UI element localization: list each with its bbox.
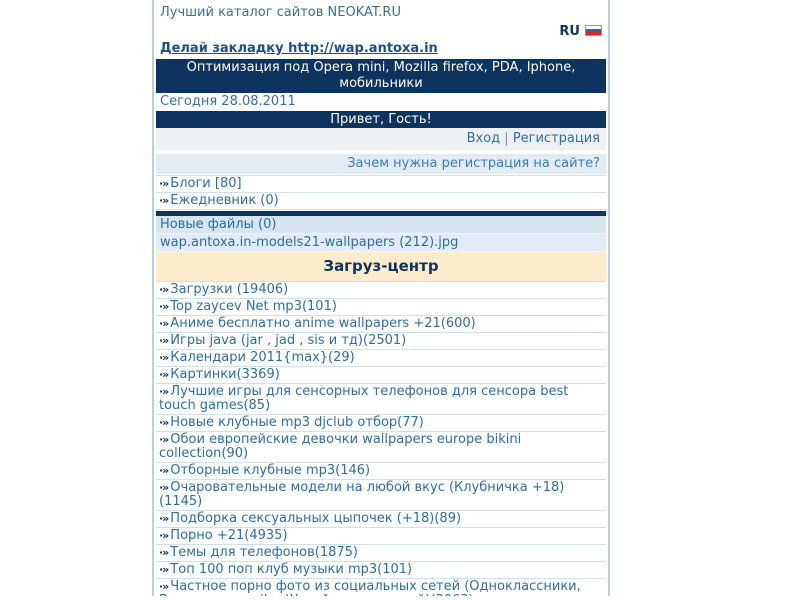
auth-separator: | [500,131,513,146]
category-row[interactable]: ·» Загрузки (19406) [156,282,606,299]
category-row[interactable]: ·» Аниме бесплатно anime wallpapers +21(6… [156,316,606,333]
arrow-bullet-icon: ·» [159,351,169,364]
arrow-bullet-icon: ·» [159,546,169,559]
category-row[interactable]: ·» Очаровательные модели на любой вкус (К… [156,480,606,511]
category-row[interactable]: ·» Порно +21(4935) [156,528,606,545]
category-link[interactable]: Очаровательные модели на любой вкус (Клу… [159,480,565,509]
arrow-bullet-icon: ·» [159,481,169,494]
download-categories-list: ·» Загрузки (19406) ·» Top zaycev Net mp3(… [156,281,606,596]
category-row[interactable]: ·» Обои европейские девочки wallpapers eu… [156,432,606,463]
arrow-bullet-icon: ·» [159,317,169,330]
auth-row: Вход | Регистрация [156,128,606,150]
site-container: Лучший каталог сайтов NEOKAT.RU RU Делай… [152,0,610,596]
category-row[interactable]: ·» Темы для телефонов(1875) [156,545,606,562]
why-register-link[interactable]: Зачем нужна регистрация на сайте? [156,154,606,174]
category-row[interactable]: ·» Отборные клубные mp3(146) [156,463,606,480]
new-files-header[interactable]: Новые файлы (0) [156,216,606,234]
list-item[interactable]: ·» Блоги [80] [156,176,606,193]
register-link[interactable]: Регистрация [512,131,600,146]
arrow-bullet-icon: ·» [159,563,169,576]
arrow-bullet-icon: ·» [159,300,169,313]
category-row[interactable]: ·» Календари 2011{max}(29) [156,350,606,367]
category-link[interactable]: Игры java (jar , jad , sis и тд)(2501) [170,333,407,348]
category-link[interactable]: Лучшие игры для сенсорных телефонов для … [159,384,569,413]
category-row[interactable]: ·» Топ 100 поп клуб музыки mp3(101) [156,562,606,579]
greeting-banner: Привет, Гость! [156,111,606,128]
russia-flag-icon[interactable] [585,25,602,36]
arrow-bullet-icon: ·» [159,194,169,207]
list-item-link[interactable]: Блоги [80] [170,176,242,191]
arrow-bullet-icon: ·» [159,464,169,477]
bookmark-row: Делай закладку http://wap.antoxa.in [156,40,606,59]
arrow-bullet-icon: ·» [159,283,169,296]
category-link[interactable]: Top zaycev Net mp3(101) [170,299,337,314]
optimization-banner: Оптимизация под Opera mini, Mozilla fire… [156,59,606,93]
category-row[interactable]: ·» Top zaycev Net mp3(101) [156,299,606,316]
arrow-bullet-icon: ·» [159,433,169,446]
download-center-title: Загруз-центр [156,252,606,281]
page-title: Лучший каталог сайтов NEOKAT.RU [160,5,401,20]
list-item[interactable]: ·» Ежедневник (0) [156,193,606,210]
section-divider-bar [156,211,606,216]
category-link[interactable]: Отборные клубные mp3(146) [170,463,371,478]
category-link[interactable]: Загрузки (19406) [170,282,289,297]
arrow-bullet-icon: ·» [159,177,169,190]
category-link[interactable]: Порно +21(4935) [170,528,288,543]
category-link[interactable]: Подборка сексуальных цыпочек (+18)(89) [170,511,462,526]
bookmark-link[interactable]: Делай закладку http://wap.antoxa.in [160,41,438,56]
category-link[interactable]: Частное порно фото из социальных сетей (… [159,579,581,597]
user-links-list: ·» Блоги [80] ·» Ежедневник (0) [156,175,606,210]
category-row[interactable]: ·» Новые клубные mp3 djclub отбор(77) [156,415,606,432]
category-link[interactable]: Обои европейские девочки wallpapers euro… [159,432,522,461]
arrow-bullet-icon: ·» [159,580,169,593]
language-row: RU [156,23,606,40]
category-row[interactable]: ·» Игры java (jar , jad , sis и тд)(2501) [156,333,606,350]
arrow-bullet-icon: ·» [159,334,169,347]
category-link[interactable]: Аниме бесплатно anime wallpapers +21(600… [170,316,476,331]
arrow-bullet-icon: ·» [159,416,169,429]
category-row[interactable]: ·» Лучшие игры для сенсорных телефонов дл… [156,384,606,415]
new-file-item[interactable]: wap.antoxa.in-models21-wallpapers (212).… [156,234,606,252]
category-row[interactable]: ·» Частное порно фото из социальных сетей… [156,579,606,597]
arrow-bullet-icon: ·» [159,385,169,398]
category-link[interactable]: Топ 100 поп клуб музыки mp3(101) [170,562,413,577]
category-link[interactable]: Новые клубные mp3 djclub отбор(77) [170,415,424,430]
language-label[interactable]: RU [559,24,580,39]
category-link[interactable]: Календари 2011{max}(29) [170,350,355,365]
date-text: Сегодня 28.08.2011 [160,94,296,109]
arrow-bullet-icon: ·» [159,512,169,525]
category-link[interactable]: Темы для телефонов(1875) [170,545,358,560]
category-link[interactable]: Картинки(3369) [170,367,280,382]
arrow-bullet-icon: ·» [159,529,169,542]
category-row[interactable]: ·» Подборка сексуальных цыпочек (+18)(89) [156,511,606,528]
category-row[interactable]: ·» Картинки(3369) [156,367,606,384]
list-item-link[interactable]: Ежедневник (0) [170,193,279,208]
arrow-bullet-icon: ·» [159,368,169,381]
login-link[interactable]: Вход [466,131,501,146]
